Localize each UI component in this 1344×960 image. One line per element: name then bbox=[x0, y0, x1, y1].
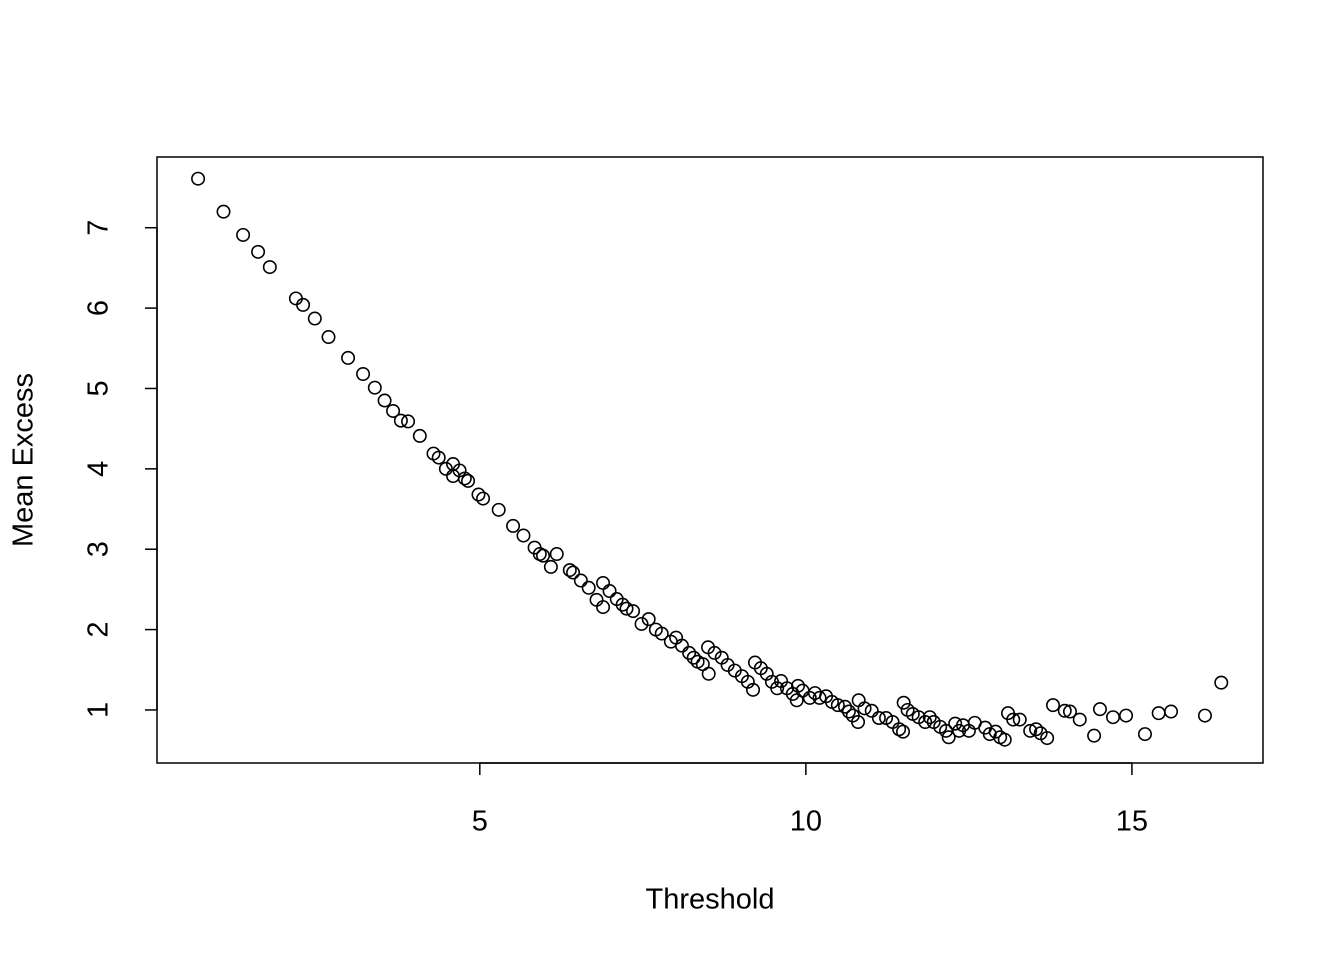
point bbox=[491, 502, 506, 517]
x-tick-label: 5 bbox=[472, 806, 488, 838]
y-tick-label: 4 bbox=[83, 461, 115, 477]
point bbox=[596, 600, 611, 615]
point bbox=[341, 350, 356, 365]
point bbox=[1214, 675, 1229, 690]
x-axis-label: Threshold bbox=[646, 884, 775, 916]
point bbox=[871, 710, 886, 725]
point bbox=[837, 699, 852, 714]
point bbox=[589, 592, 604, 607]
point bbox=[641, 612, 656, 627]
y-tick-label: 1 bbox=[83, 702, 115, 718]
point bbox=[674, 638, 689, 653]
point bbox=[191, 171, 206, 186]
point bbox=[401, 414, 416, 429]
point bbox=[746, 682, 761, 697]
point bbox=[549, 547, 564, 562]
point bbox=[356, 367, 371, 382]
point bbox=[461, 473, 476, 488]
point bbox=[918, 715, 933, 730]
point bbox=[262, 260, 277, 275]
point bbox=[1137, 727, 1152, 742]
point bbox=[216, 204, 231, 219]
point bbox=[1057, 703, 1072, 718]
x-tick-label: 10 bbox=[790, 806, 822, 838]
point bbox=[431, 450, 446, 465]
point bbox=[566, 565, 581, 580]
point bbox=[922, 710, 937, 725]
point bbox=[1062, 704, 1077, 719]
point bbox=[602, 584, 617, 599]
point bbox=[1087, 728, 1102, 743]
point bbox=[701, 666, 716, 681]
point bbox=[654, 626, 669, 641]
point bbox=[321, 330, 336, 345]
point bbox=[516, 528, 531, 543]
point bbox=[438, 461, 453, 476]
point bbox=[851, 715, 866, 730]
point bbox=[296, 297, 311, 312]
point bbox=[686, 650, 701, 665]
point bbox=[562, 563, 577, 578]
point bbox=[1092, 702, 1107, 717]
point bbox=[626, 604, 641, 619]
y-axis-label: Mean Excess bbox=[8, 373, 40, 547]
point bbox=[997, 732, 1012, 747]
point bbox=[476, 491, 491, 506]
point bbox=[770, 681, 785, 696]
point bbox=[506, 518, 521, 533]
point bbox=[1072, 712, 1087, 727]
point bbox=[791, 678, 806, 693]
point bbox=[1197, 708, 1212, 723]
point bbox=[812, 690, 827, 705]
point bbox=[615, 597, 630, 612]
point bbox=[1119, 708, 1134, 723]
plot-frame bbox=[156, 156, 1264, 764]
y-tick-label: 2 bbox=[83, 622, 115, 638]
point bbox=[1106, 710, 1121, 725]
point bbox=[1164, 704, 1179, 719]
point bbox=[830, 698, 845, 713]
point bbox=[288, 291, 303, 306]
x-tick-label: 15 bbox=[1116, 806, 1148, 838]
point bbox=[251, 244, 266, 259]
y-tick-label: 5 bbox=[83, 380, 115, 396]
point bbox=[841, 704, 856, 719]
point bbox=[471, 487, 486, 502]
point bbox=[581, 580, 596, 595]
point bbox=[1046, 698, 1061, 713]
y-tick-label: 7 bbox=[83, 220, 115, 236]
point bbox=[386, 403, 401, 418]
point bbox=[367, 380, 382, 395]
point bbox=[1023, 723, 1038, 738]
point bbox=[543, 559, 558, 574]
point bbox=[1006, 712, 1021, 727]
point bbox=[1040, 731, 1055, 746]
point bbox=[948, 716, 963, 731]
point bbox=[634, 616, 649, 631]
point bbox=[573, 573, 588, 588]
point bbox=[1012, 712, 1027, 727]
point bbox=[536, 548, 551, 563]
point bbox=[864, 703, 879, 718]
point bbox=[682, 645, 697, 660]
y-tick-label: 3 bbox=[83, 541, 115, 557]
point bbox=[1029, 722, 1044, 737]
point bbox=[896, 724, 911, 739]
point bbox=[1151, 706, 1166, 721]
point bbox=[457, 471, 472, 486]
point bbox=[236, 227, 251, 242]
point bbox=[857, 701, 872, 716]
point bbox=[393, 413, 408, 428]
point bbox=[596, 575, 611, 590]
point bbox=[941, 730, 956, 745]
point bbox=[307, 311, 322, 326]
point bbox=[802, 690, 817, 705]
point bbox=[377, 393, 392, 408]
point bbox=[707, 645, 722, 660]
point bbox=[619, 601, 634, 616]
y-tick-label: 6 bbox=[83, 300, 115, 316]
point bbox=[412, 428, 427, 443]
point bbox=[896, 695, 911, 710]
